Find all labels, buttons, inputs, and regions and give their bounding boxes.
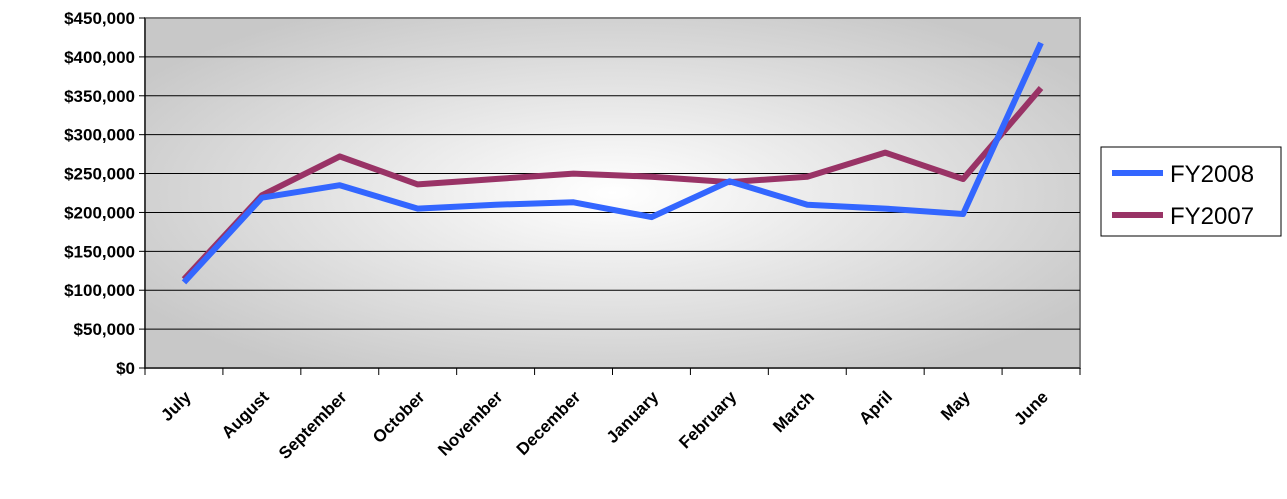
x-tick-label: June bbox=[1010, 387, 1051, 428]
x-tick-label: March bbox=[769, 387, 818, 436]
x-tick-label: May bbox=[937, 387, 974, 424]
x-tick-label: February bbox=[675, 387, 740, 452]
series-lines bbox=[181, 41, 1044, 285]
x-tick-label: August bbox=[218, 387, 273, 442]
x-tick-label: September bbox=[275, 387, 351, 463]
x-tick-label: December bbox=[513, 387, 585, 459]
y-tick-label: $150,000 bbox=[64, 242, 135, 261]
y-tick-label: $100,000 bbox=[64, 281, 135, 300]
legend-label-fy2007: FY2007 bbox=[1170, 203, 1254, 230]
series-line-fy2008 bbox=[181, 41, 1044, 285]
y-tick-label: $450,000 bbox=[64, 9, 135, 28]
x-tick-label: July bbox=[157, 387, 195, 425]
x-tick-label: April bbox=[855, 387, 896, 428]
y-tick-label: $200,000 bbox=[64, 203, 135, 222]
y-axis-ticks: $0 $50,000 $100,000 $150,000 $200,000 $250,00… bbox=[64, 9, 145, 378]
y-tick-label: $50,000 bbox=[74, 320, 135, 339]
x-tick-label: January bbox=[603, 387, 663, 447]
x-tick-label: November bbox=[434, 387, 506, 459]
legend-box bbox=[1100, 146, 1282, 237]
y-tick-label: $250,000 bbox=[64, 165, 135, 184]
y-tick-label: $350,000 bbox=[64, 87, 135, 106]
y-tick-label: $300,000 bbox=[64, 126, 135, 145]
y-tick-label: $400,000 bbox=[64, 48, 135, 67]
legend-label-fy2008: FY2008 bbox=[1170, 161, 1254, 188]
x-tick-label: October bbox=[369, 387, 429, 447]
y-tick-label: $0 bbox=[116, 359, 135, 378]
legend: FY2008 FY2007 bbox=[1100, 146, 1282, 237]
series-line-fy2007 bbox=[181, 86, 1044, 282]
x-axis-ticks: July August September October November Decemb… bbox=[144, 368, 1081, 463]
